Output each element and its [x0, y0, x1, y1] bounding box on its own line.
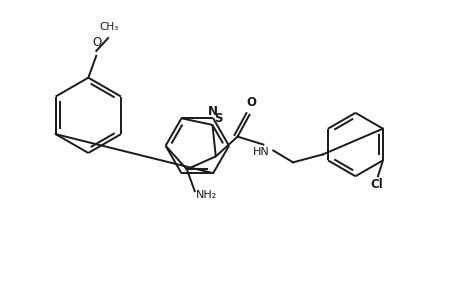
Text: N: N	[208, 105, 218, 118]
Text: CH₃: CH₃	[99, 22, 118, 32]
Text: HN: HN	[252, 148, 269, 158]
Text: O: O	[246, 96, 256, 109]
Text: O: O	[92, 36, 101, 49]
Text: NH₂: NH₂	[196, 190, 217, 200]
Text: S: S	[214, 112, 222, 125]
Text: Cl: Cl	[370, 178, 382, 191]
